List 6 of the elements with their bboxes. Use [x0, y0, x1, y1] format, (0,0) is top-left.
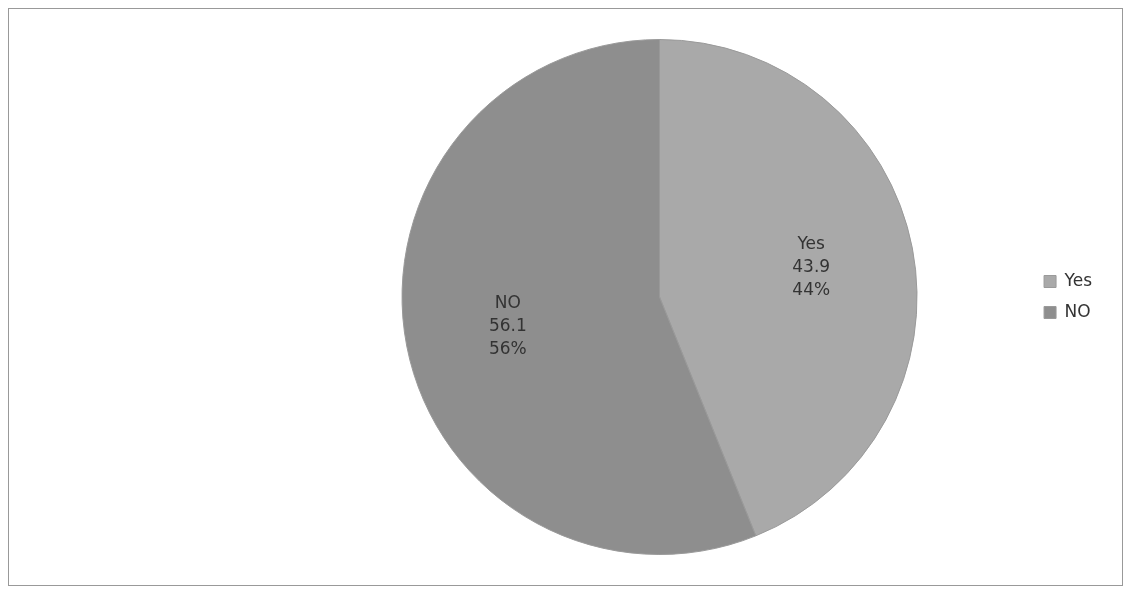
- data-label: 56.1 56%: [488, 314, 527, 358]
- data-label: 43.9 44%: [792, 255, 831, 299]
- slice-label: Yes: [796, 232, 826, 253]
- legend-label: NO: [1064, 300, 1091, 321]
- legend-label: Yes: [1063, 269, 1093, 290]
- slice-label: NO: [494, 291, 521, 312]
